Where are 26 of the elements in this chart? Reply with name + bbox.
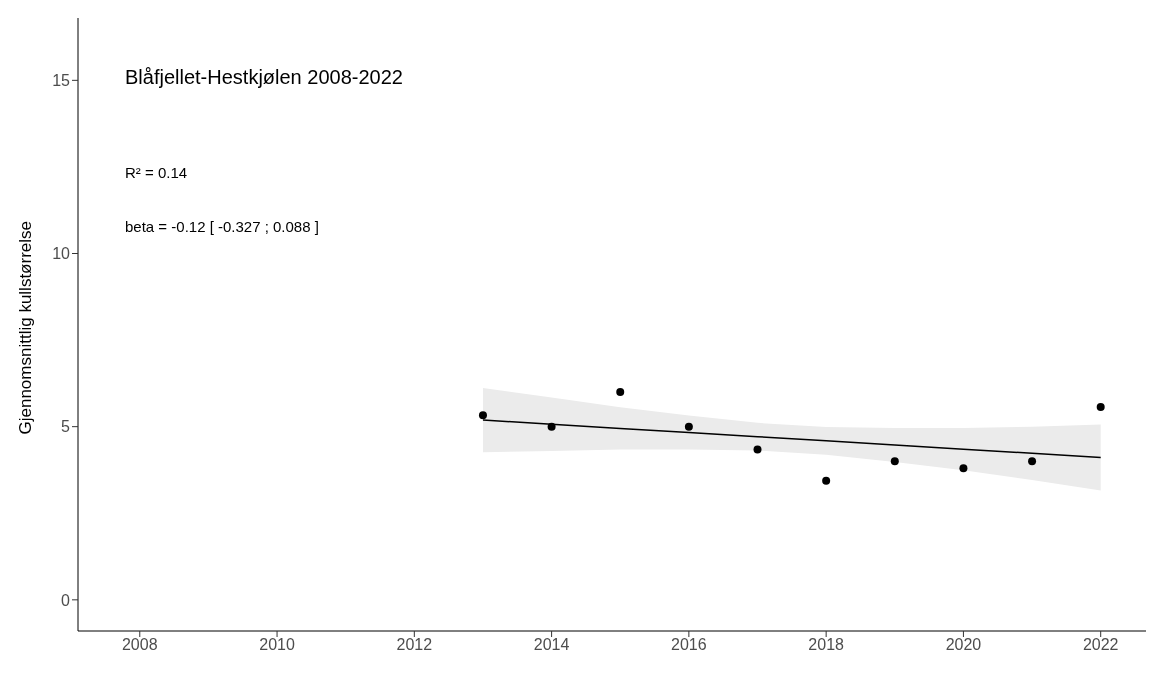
point — [684, 422, 693, 431]
x-tick-label: 2010 — [259, 636, 295, 654]
x-tick-label: 2012 — [396, 636, 433, 654]
annotation: R² = 0.14 — [125, 164, 188, 181]
point — [822, 476, 831, 485]
x-tick-label: 2022 — [1082, 636, 1119, 654]
point — [1096, 402, 1105, 411]
point — [616, 388, 625, 397]
y-tick-label: 15 — [52, 72, 71, 90]
point — [753, 445, 762, 454]
x-tick-label: 2008 — [121, 636, 158, 654]
y-axis-title: Gjennomsnittlig kullstørrelse — [16, 220, 36, 435]
x-tick-label: 2016 — [671, 636, 707, 654]
y-tick-label: 10 — [52, 245, 71, 263]
point — [1028, 457, 1037, 466]
x-tick-label: 2020 — [945, 636, 982, 654]
y-tick-label: 5 — [61, 418, 71, 436]
x-tick-label: 2014 — [533, 636, 570, 654]
point — [959, 464, 968, 473]
text: Blåfjellet-Hestkjølen 2008-2022 — [125, 66, 403, 89]
annotation: beta = -0.12 [ -0.327 ; 0.088 ] — [125, 218, 319, 235]
y-tick-label: 0 — [61, 591, 71, 609]
point — [890, 457, 899, 466]
x-tick-label: 2018 — [808, 636, 845, 654]
point — [478, 411, 487, 420]
point — [547, 422, 556, 431]
